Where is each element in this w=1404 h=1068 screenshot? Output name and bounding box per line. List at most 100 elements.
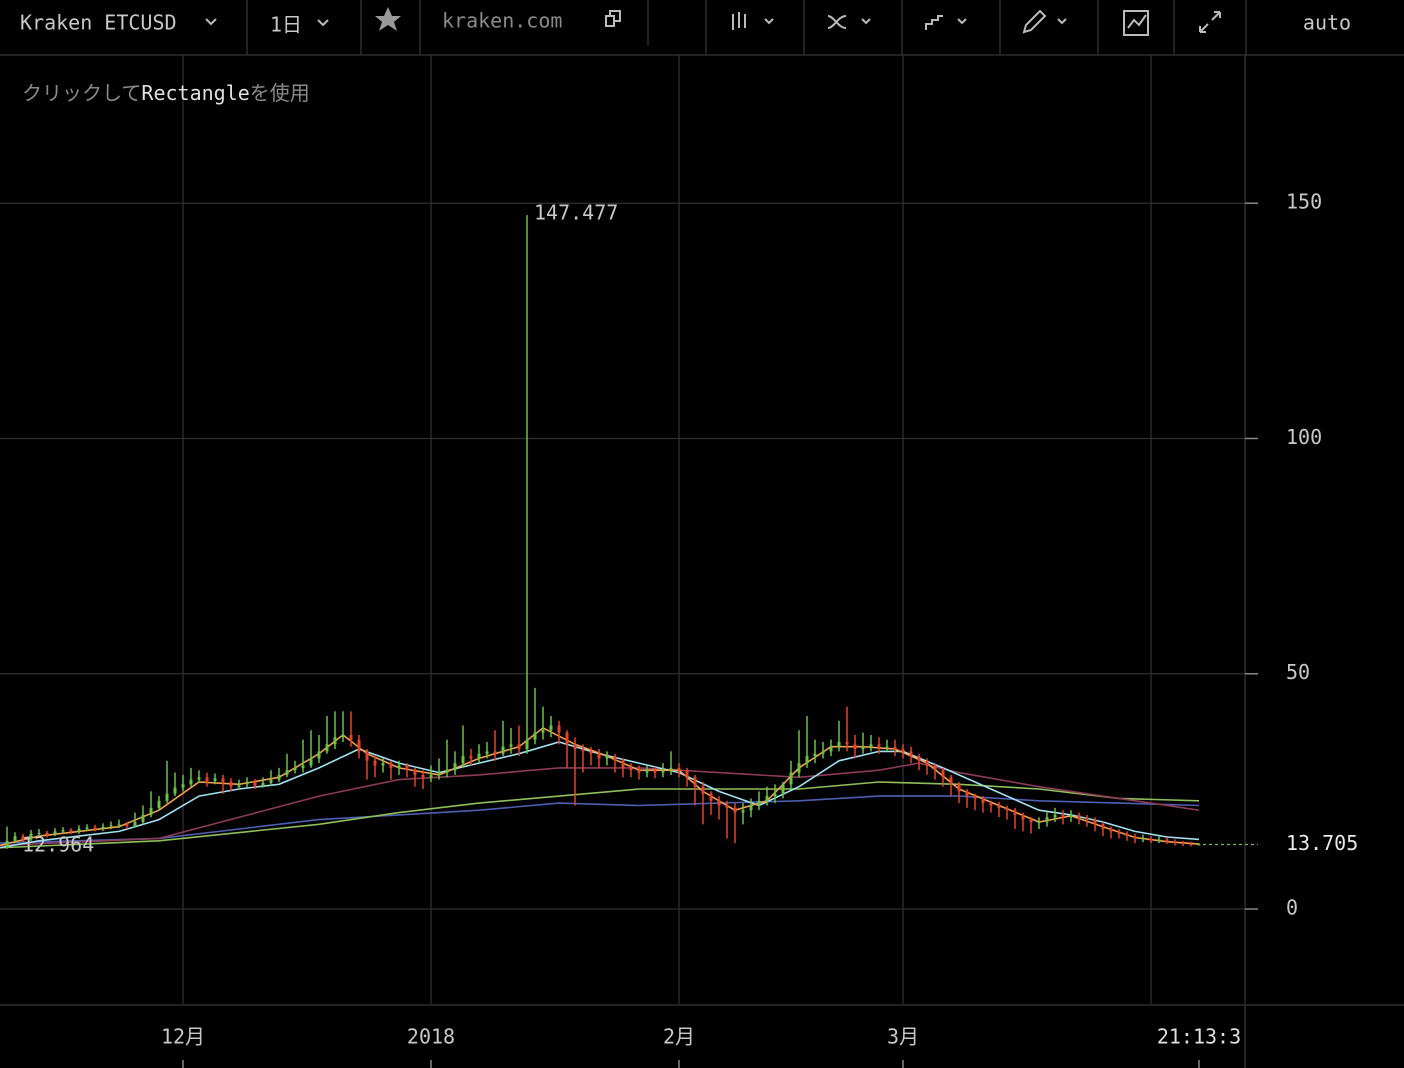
candle-body bbox=[261, 782, 265, 786]
candle-body bbox=[325, 744, 329, 752]
candle-body bbox=[925, 760, 929, 766]
candle-body bbox=[717, 800, 721, 806]
first-open-label: 12.964 bbox=[22, 833, 94, 857]
candle-body bbox=[701, 786, 705, 794]
candle-body bbox=[989, 803, 993, 806]
interval-selector[interactable]: 1日 bbox=[270, 13, 302, 37]
chevron bbox=[205, 18, 217, 26]
candle-body bbox=[157, 800, 161, 808]
candle-body bbox=[397, 765, 401, 768]
candle-body bbox=[781, 784, 785, 794]
candle-body bbox=[141, 814, 145, 822]
fullscreen-button[interactable] bbox=[1199, 11, 1221, 33]
candle-body bbox=[0, 847, 1, 849]
moving-average bbox=[0, 741, 1200, 849]
candle-body bbox=[437, 772, 441, 775]
candle-body bbox=[1117, 831, 1121, 834]
star-button[interactable] bbox=[375, 7, 401, 31]
candle-body bbox=[165, 793, 169, 801]
candle-body bbox=[213, 778, 217, 782]
candle-body bbox=[381, 763, 385, 766]
candle-body bbox=[189, 779, 193, 785]
site-link[interactable]: kraken.com bbox=[442, 9, 562, 33]
candle-body bbox=[1141, 838, 1145, 840]
candle-body bbox=[389, 763, 393, 768]
candle-body bbox=[1061, 814, 1065, 818]
candle-body bbox=[613, 756, 617, 761]
candle-body bbox=[1021, 814, 1025, 820]
candle-body bbox=[493, 751, 497, 754]
draw-button[interactable] bbox=[1022, 9, 1067, 34]
y-tick-label: 100 bbox=[1286, 425, 1322, 449]
candle-body bbox=[5, 840, 9, 848]
candle-body bbox=[765, 796, 769, 801]
candle-body bbox=[917, 756, 921, 761]
candle-body bbox=[421, 774, 425, 778]
candle-body bbox=[301, 765, 305, 768]
candle-body bbox=[757, 800, 761, 806]
y-tick-label: 0 bbox=[1286, 896, 1298, 920]
hint-text: を使用 bbox=[250, 81, 310, 105]
candle-body bbox=[341, 734, 345, 738]
candle-body bbox=[253, 781, 257, 786]
candle-body bbox=[1045, 817, 1049, 822]
toolbar: Kraken ETCUSD 1日 kraken.com auto bbox=[0, 0, 1404, 56]
y-tick-label: 50 bbox=[1286, 660, 1310, 684]
time-label: 21:13:3 bbox=[1157, 1025, 1241, 1049]
candle-body bbox=[821, 751, 825, 754]
candle-body bbox=[1157, 839, 1161, 841]
candle-body bbox=[957, 784, 961, 792]
candle-body bbox=[1165, 839, 1169, 843]
x-tick-label: 2月 bbox=[663, 1025, 695, 1049]
chevron bbox=[317, 19, 329, 27]
symbol-selector[interactable]: Kraken ETCUSD bbox=[20, 11, 177, 35]
candle-body bbox=[293, 767, 297, 771]
candle-body bbox=[245, 781, 249, 785]
moving-average bbox=[0, 762, 1200, 847]
candle-body bbox=[605, 756, 609, 759]
candle-body bbox=[517, 744, 521, 750]
candle-body bbox=[61, 829, 65, 832]
candle-body bbox=[565, 732, 569, 745]
candle-body bbox=[685, 770, 689, 778]
candle-body bbox=[725, 805, 729, 808]
candle-body bbox=[1133, 836, 1137, 839]
candle-body bbox=[869, 744, 873, 747]
candle-body bbox=[269, 779, 273, 783]
candle-body bbox=[549, 725, 553, 731]
candle-body bbox=[597, 753, 601, 759]
compare-button[interactable] bbox=[925, 15, 967, 30]
chart-type-button[interactable] bbox=[732, 12, 774, 30]
candle-body bbox=[69, 829, 73, 832]
candle-body bbox=[1093, 819, 1097, 825]
candle-body bbox=[653, 770, 657, 773]
candle-body bbox=[1189, 844, 1193, 846]
candle-body bbox=[805, 756, 809, 764]
candle-body bbox=[829, 746, 833, 752]
candle-body bbox=[85, 827, 89, 830]
copy-icon[interactable] bbox=[605, 10, 621, 27]
candle-body bbox=[1037, 821, 1041, 823]
x-tick-label: 3月 bbox=[887, 1025, 919, 1049]
candle-body bbox=[221, 778, 225, 782]
x-tick-label: 2018 bbox=[407, 1025, 455, 1049]
indicator-button[interactable] bbox=[827, 15, 871, 29]
candle-body bbox=[573, 744, 577, 750]
scale-mode[interactable]: auto bbox=[1303, 11, 1351, 35]
y-tick-label: 150 bbox=[1286, 190, 1322, 214]
candle-body bbox=[1077, 814, 1081, 818]
candle-body bbox=[1085, 817, 1089, 820]
candle-body bbox=[277, 774, 281, 780]
candle-body bbox=[733, 807, 737, 813]
candle-body bbox=[181, 784, 185, 788]
candle-body bbox=[557, 725, 561, 733]
hint: クリックしてRectangleを使用 bbox=[22, 81, 310, 105]
indicator-panel-button[interactable] bbox=[1123, 10, 1149, 36]
candle-body bbox=[845, 741, 849, 745]
candle-body bbox=[1069, 814, 1073, 818]
candle-body bbox=[693, 777, 697, 787]
candle-body bbox=[317, 751, 321, 759]
candle-body bbox=[53, 831, 57, 835]
